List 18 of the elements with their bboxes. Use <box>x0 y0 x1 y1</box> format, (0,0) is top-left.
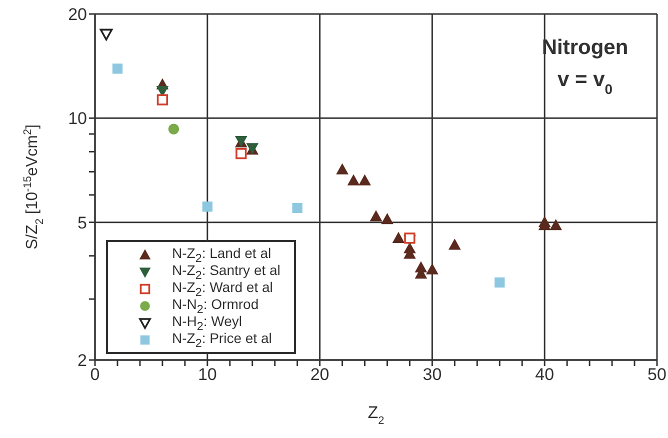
legend-label: N-Z$_{2}$: Price et al <box>172 330 272 350</box>
x-tick-label: 30 <box>422 365 442 384</box>
x-tick-label: 0 <box>90 365 100 384</box>
y-tick-label: 20 <box>68 5 87 24</box>
x-tick-label: 10 <box>198 365 217 384</box>
x-tick-label: 50 <box>648 365 666 384</box>
x-tick-label: 20 <box>310 365 330 384</box>
legend-label: N-Z$_{2}$: Santry et al <box>172 262 280 282</box>
y-tick-label: 5 <box>78 213 87 232</box>
legend-label: N-Z$_{2}$: Land et al <box>172 244 272 264</box>
x-axis-title: Z$_{2}$ <box>368 403 384 427</box>
legend-label: N-N$_{2}$: Ormrod <box>172 296 259 316</box>
x-tick-label: 40 <box>535 365 554 384</box>
legend-label: N-H$_{2}$: Weyl <box>172 312 242 332</box>
annotation: v = v$_{0}$ <box>557 68 613 97</box>
legend-label: N-Z$_{2}$: Ward et al <box>172 278 273 298</box>
y-tick-label: 2 <box>78 351 87 370</box>
y-tick-label: 10 <box>68 109 87 128</box>
